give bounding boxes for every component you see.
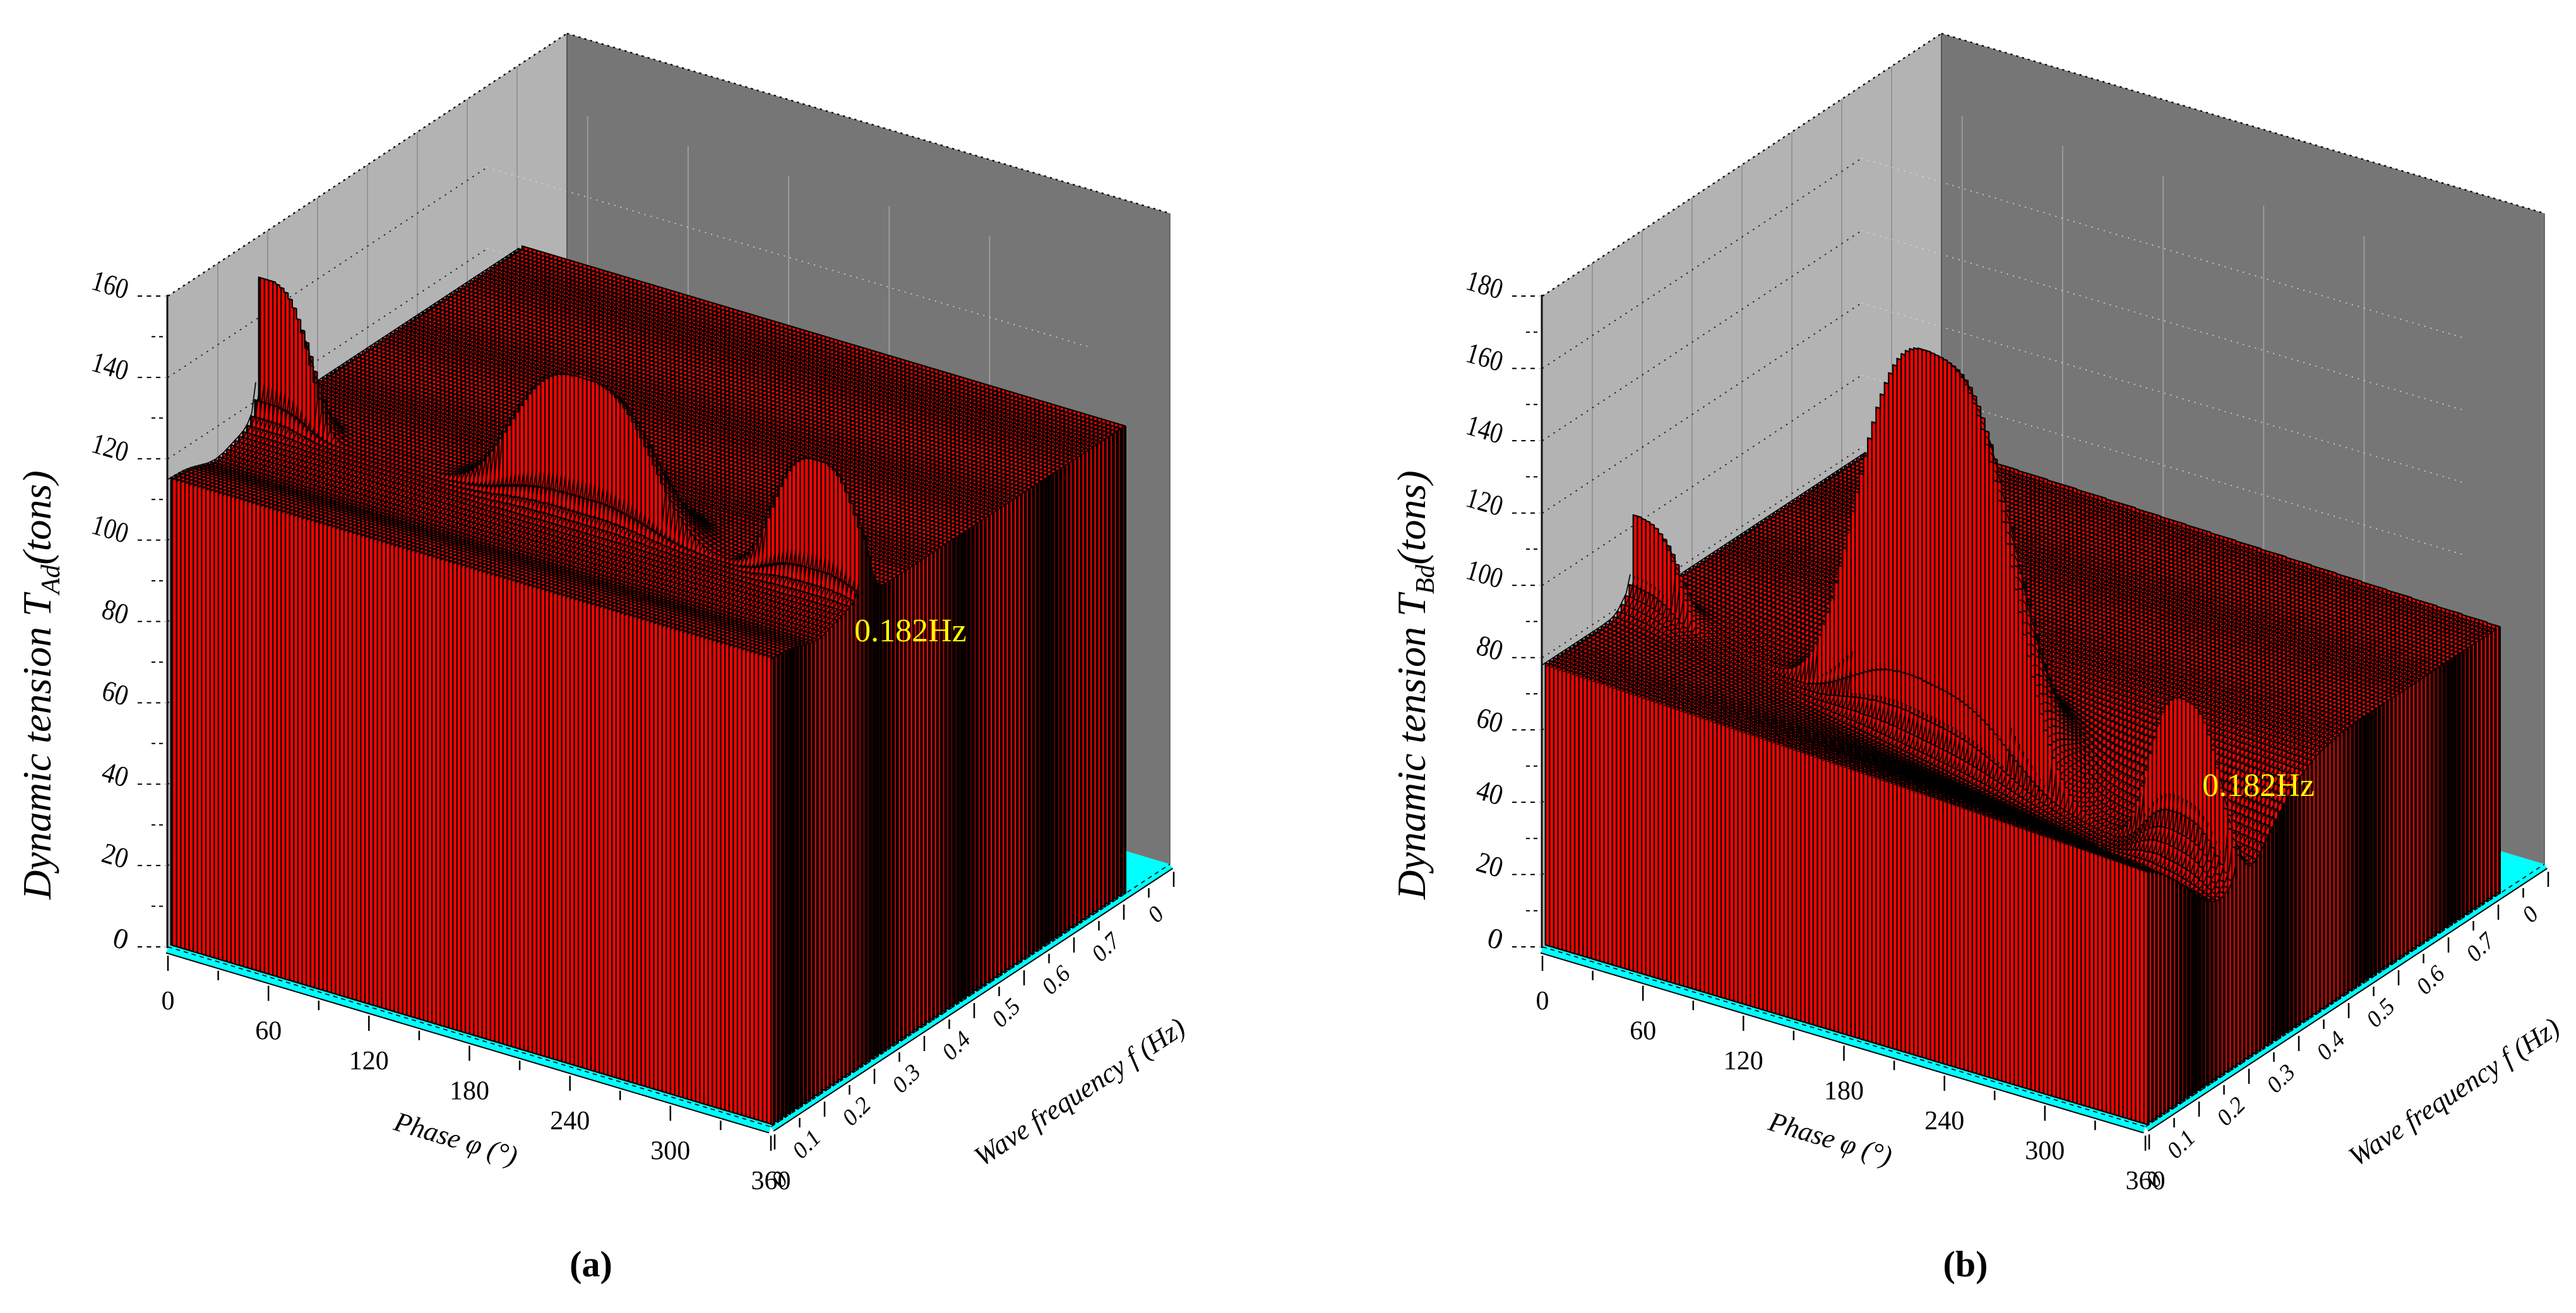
svg-text:Dynamic tension TBd(tons): Dynamic tension TBd(tons) <box>1389 470 1440 900</box>
svg-text:0: 0 <box>162 987 175 1016</box>
svg-text:60: 60 <box>255 1017 282 1046</box>
svg-text:300: 300 <box>650 1137 690 1166</box>
svg-text:360: 360 <box>2126 1167 2166 1196</box>
svg-text:180: 180 <box>450 1077 489 1106</box>
svg-text:240: 240 <box>550 1107 590 1136</box>
svg-text:60: 60 <box>1630 1017 1656 1046</box>
svg-text:180: 180 <box>1824 1077 1864 1106</box>
svg-text:0.182Hz: 0.182Hz <box>854 613 967 649</box>
svg-text:120: 120 <box>349 1047 389 1076</box>
svg-text:360: 360 <box>751 1167 791 1196</box>
svg-text:0: 0 <box>1536 987 1549 1016</box>
svg-text:300: 300 <box>2025 1137 2065 1166</box>
svg-text:(b): (b) <box>1943 1244 1988 1285</box>
svg-text:240: 240 <box>1924 1107 1964 1136</box>
svg-text:120: 120 <box>1724 1047 1763 1076</box>
svg-text:0.182Hz: 0.182Hz <box>2202 768 2315 804</box>
svg-text:Dynamic tension TAd(tons): Dynamic tension TAd(tons) <box>15 470 66 900</box>
svg-text:(a): (a) <box>569 1244 612 1285</box>
